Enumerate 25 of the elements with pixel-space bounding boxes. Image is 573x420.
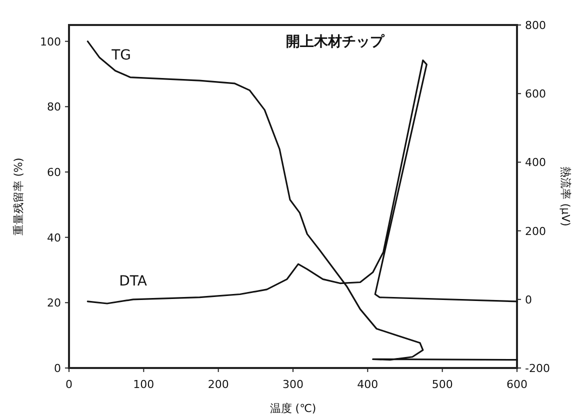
x-tick-label: 0 xyxy=(66,378,72,391)
x-tick-label: 100 xyxy=(133,378,154,391)
x-axis-title: 温度 (℃) xyxy=(270,402,316,415)
y-tick-label: 0 xyxy=(54,362,61,375)
y-tick-label: 60 xyxy=(47,166,61,179)
x-tick-label: 300 xyxy=(282,378,304,391)
y-tick-label: 80 xyxy=(47,100,61,114)
y-axis-title: 重量残留率 (%) xyxy=(12,158,25,236)
x-tick-label: 400 xyxy=(357,378,378,391)
y2-tick-label: 200 xyxy=(525,224,546,238)
series-label: DTA xyxy=(119,274,148,290)
text: 開上木材チップ xyxy=(286,33,385,50)
x-tick-label: 200 xyxy=(208,378,229,391)
series-label: TG xyxy=(110,48,132,64)
y-tick-label: 40 xyxy=(47,231,61,244)
y2-tick-label: 0 xyxy=(525,293,532,306)
y-tick-label: 100 xyxy=(40,35,61,48)
y-tick-label: 20 xyxy=(47,296,61,310)
y2-tick-label: 800 xyxy=(525,19,546,32)
x-tick-label: 500 xyxy=(432,378,453,391)
y2-tick-label: -200 xyxy=(525,362,550,375)
x-tick-label: 600 xyxy=(506,378,528,391)
y2-tick-label: 600 xyxy=(525,88,546,101)
y2-tick-label: 400 xyxy=(525,156,546,170)
y2-axis-title: 熱流率 (μV) xyxy=(559,166,572,226)
